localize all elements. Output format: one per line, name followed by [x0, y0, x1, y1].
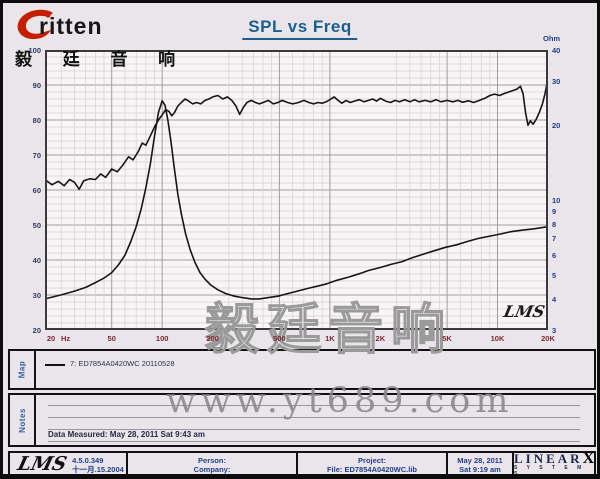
y-right-tick: 6: [552, 251, 557, 261]
person-label: Person:: [198, 455, 226, 465]
y-left-tick: 100: [28, 46, 41, 55]
y-right-tick: 20: [552, 120, 561, 130]
data-measured-text: Data Measured: May 28, 2011 Sat 9:43 am: [48, 430, 205, 439]
x-axis-tick: 500: [273, 334, 286, 343]
brand-swoosh-icon: [17, 9, 53, 40]
notes-panel: Notes: [8, 393, 596, 447]
company-label: Company:: [193, 464, 231, 474]
page-title: SPL vs Freq: [242, 17, 358, 40]
x-axis-tick: 2K: [375, 334, 386, 343]
file-label: File: ED7854A0420WC.lib: [326, 464, 418, 474]
x-axis-unit-label: Hz: [61, 334, 71, 343]
lms-version-date: 十一月.15.2004: [72, 464, 124, 474]
y-right-tick: 4: [552, 294, 557, 304]
y-right-tick: 10: [552, 195, 561, 205]
notes-rule-line: [48, 429, 580, 430]
lms-logo: LMS: [15, 453, 69, 475]
y-right-tick: 9: [552, 207, 557, 217]
y-left-tick: 50: [32, 221, 41, 230]
spl-freq-chart: [44, 50, 549, 330]
legend-entry: 7: ED7854A0420WC 20110528: [70, 359, 175, 368]
y-left-tick: 20: [32, 326, 41, 335]
footer-lms-cell: LMS 4.5.0.349 十一月.15.2004: [10, 453, 128, 475]
x-axis-tick: 200: [206, 334, 219, 343]
y-left-tick: 60: [32, 186, 41, 195]
notes-rule-line: [48, 405, 580, 406]
right-axis-unit-label: Ohm: [543, 34, 561, 43]
linearx-systems-text: S Y S T E M S: [514, 464, 586, 477]
footer-project-cell: Project: File: ED7854A0420WC.lib: [298, 453, 448, 474]
footer-linearx-cell: LINEARX S Y S T E M S: [514, 449, 595, 477]
y-left-tick: 40: [32, 256, 41, 265]
print-date: May 28, 2011: [457, 455, 503, 465]
map-panel-label: Map: [17, 360, 27, 379]
x-axis-tick: 100: [155, 334, 169, 343]
project-label: Project:: [358, 455, 386, 465]
x-axis-tick: 20: [46, 334, 56, 343]
y-left-tick: 30: [32, 291, 41, 300]
y-right-tick: 3: [552, 326, 557, 335]
url-watermark: www.yt689.com: [166, 381, 514, 421]
legend-line-sample: [45, 364, 65, 366]
y-left-tick: 70: [32, 151, 41, 160]
y-right-tick: 8: [552, 219, 557, 229]
x-axis-tick: 20K: [541, 334, 555, 343]
footer-bar: LMS 4.5.0.349 十一月.15.2004 Person: Compan…: [8, 449, 596, 477]
map-panel-side: Map: [10, 351, 36, 388]
y-right-tick: 30: [552, 77, 561, 87]
y-right-tick: 40: [552, 46, 561, 55]
y-right-tick: 5: [552, 270, 557, 280]
notes-panel-label: Notes: [17, 407, 27, 433]
brand-chinese-text: 毅 廷 音 响: [15, 50, 189, 69]
notes-rule-line: [48, 441, 580, 442]
brand-logo-text: ritten: [39, 13, 103, 39]
print-time: Sat 9:19 am: [459, 464, 501, 474]
y-right-tick: 7: [552, 234, 557, 244]
chinese-watermark: 毅廷音响: [204, 299, 453, 360]
x-axis-tick: 5K: [442, 334, 452, 343]
linearx-logo: LINEARX: [514, 449, 595, 467]
x-axis-tick: 1K: [325, 334, 335, 343]
lms-signature-chart: LMS: [501, 302, 547, 321]
notes-panel-side: Notes: [10, 395, 36, 445]
x-axis-tick: 10K: [490, 334, 505, 343]
y-left-tick: 80: [32, 116, 41, 125]
linearx-x: X: [582, 449, 595, 467]
x-axis-tick: 50: [107, 334, 116, 343]
y-left-tick: 90: [32, 81, 41, 90]
lms-version: 4.5.0.349: [72, 455, 104, 465]
footer-date-cell: May 28, 2011 Sat 9:19 am: [448, 453, 514, 474]
notes-rule-line: [48, 417, 580, 418]
map-panel: Map: [8, 349, 596, 390]
footer-person-cell: Person: Company:: [128, 453, 298, 474]
